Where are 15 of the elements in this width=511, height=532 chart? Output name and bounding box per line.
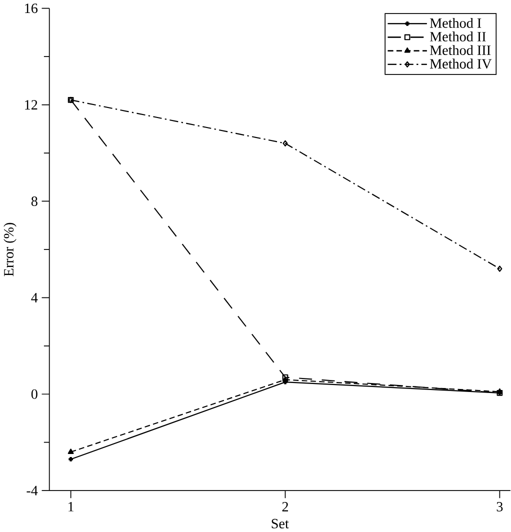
legend-label: Method IV [430,58,492,69]
y-tick-label: 12 [25,100,38,110]
x-tick-label: 1 [68,502,74,512]
y-tick-label: -4 [26,486,38,496]
x-tick-label: 2 [282,502,288,512]
legend-label: Method I [430,18,482,28]
x-axis-title: Set [272,518,289,528]
y-tick-label: 4 [31,293,38,302]
y-tick-label: 0 [32,389,38,399]
legend-label: Method II [430,32,486,42]
y-tick-label: 16 [25,4,38,14]
x-tick-label: 3 [496,502,503,512]
y-tick-label: 8 [32,196,38,206]
legend-label: Method III [430,45,491,56]
y-axis-title: Error (%) [4,222,16,276]
